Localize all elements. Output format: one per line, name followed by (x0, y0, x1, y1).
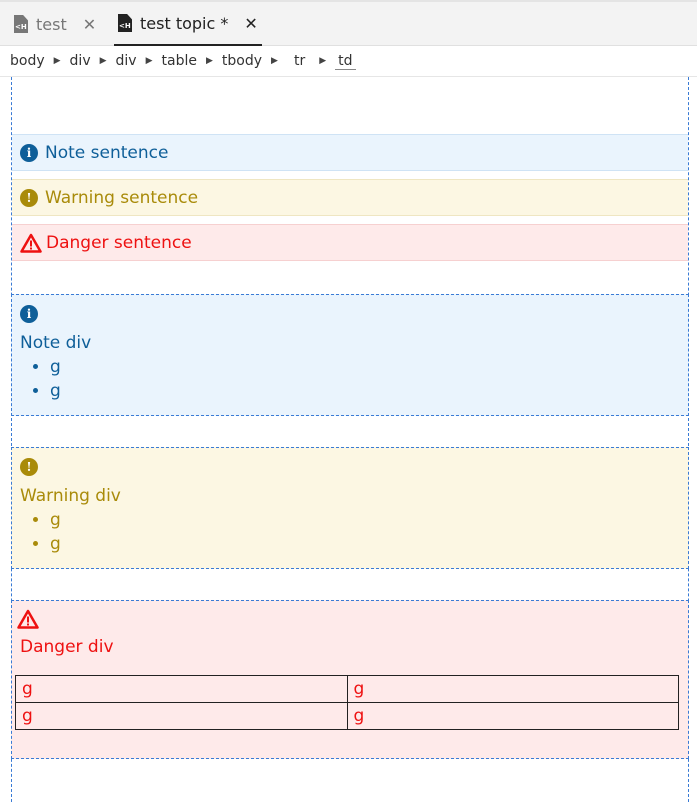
crumb-table[interactable]: table (161, 53, 197, 69)
tab-label: test topic * (140, 13, 229, 33)
exclamation-icon: ! (20, 458, 38, 476)
info-icon: i (20, 305, 38, 323)
chevron-right-icon: ▶ (205, 56, 213, 66)
danger-div-title: Danger div (20, 637, 114, 657)
breadcrumb: body ▶ div ▶ div ▶ table ▶ tbody ▶ tr ▶ td (0, 46, 697, 77)
crumb-tr[interactable]: tr (293, 53, 306, 69)
note-div[interactable]: i Note div gg (11, 294, 689, 416)
danger-sentence[interactable]: Danger sentence (12, 224, 688, 261)
danger-text: Danger sentence (46, 232, 192, 253)
warning-div-title: Warning div (20, 486, 121, 506)
table-cell[interactable]: g (346, 702, 679, 730)
note-div-title: Note div (20, 333, 92, 353)
table-cell[interactable]: g (346, 675, 679, 703)
close-icon[interactable]: ✕ (244, 13, 258, 33)
warning-div[interactable]: ! Warning div gg (11, 447, 689, 569)
exclamation-icon: ! (20, 188, 38, 207)
list-item: g (50, 355, 680, 379)
list-item: g (50, 508, 680, 532)
tab-test[interactable]: <H test ✕ (14, 2, 96, 46)
table-cell[interactable]: g (15, 702, 348, 730)
tab-label: test (36, 14, 67, 34)
close-icon[interactable]: ✕ (82, 14, 97, 34)
warning-triangle-icon (17, 609, 39, 629)
warning-triangle-icon (20, 233, 42, 253)
warning-text: Warning sentence (45, 187, 199, 208)
tab-test-topic[interactable]: <H test topic * ✕ (114, 2, 262, 46)
note-sentence[interactable]: i Note sentence (12, 134, 688, 171)
guide-line (11, 77, 12, 802)
chevron-right-icon: ▶ (271, 56, 278, 66)
chevron-right-icon: ▶ (145, 56, 153, 66)
warning-sentence[interactable]: ! Warning sentence (12, 179, 688, 216)
chevron-right-icon: ▶ (319, 56, 327, 66)
crumb-td[interactable]: td (335, 53, 356, 70)
note-text: Note sentence (45, 142, 169, 163)
file-code-icon: <H (118, 14, 132, 32)
chevron-right-icon: ▶ (53, 56, 61, 66)
crumb-body[interactable]: body (10, 53, 45, 69)
crumb-div[interactable]: div (115, 53, 137, 69)
list-item: g (50, 379, 680, 403)
info-icon: i (20, 143, 38, 162)
crumb-tbody[interactable]: tbody (221, 53, 263, 69)
file-code-icon: <H (14, 15, 28, 33)
list-item: g (50, 532, 680, 556)
chevron-right-icon: ▶ (99, 56, 107, 66)
table-cell[interactable]: g (15, 675, 348, 703)
guide-line (688, 77, 689, 802)
tab-bar: <H test ✕ <H test topic * ✕ (0, 0, 697, 46)
crumb-div[interactable]: div (69, 53, 91, 69)
